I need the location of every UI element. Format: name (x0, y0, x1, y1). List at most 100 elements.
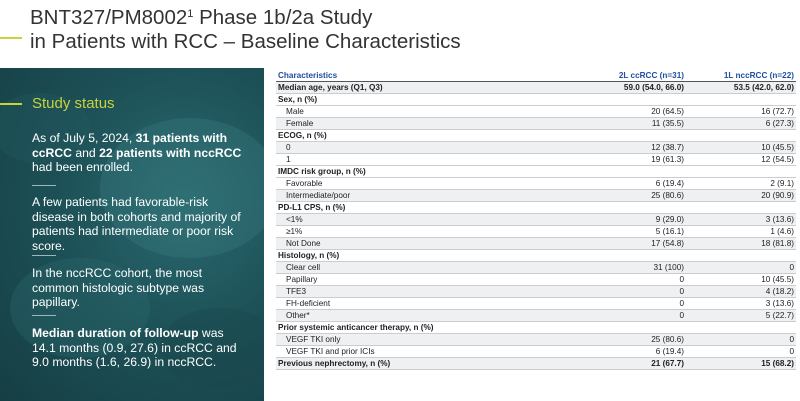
row-ccrcc-value: 6 (19.4) (655, 347, 684, 357)
row-nccrcc-value: 15 (68.2) (761, 359, 794, 369)
row-label: Prior systemic anticancer therapy, n (%) (278, 323, 434, 333)
row-nccrcc-value (686, 130, 796, 142)
row-label: ECOG, n (%) (278, 131, 327, 141)
table-row: Clear cell 31 (100) 0 (276, 261, 796, 274)
row-ccrcc-value: 17 (54.8) (651, 239, 684, 249)
row-ccrcc-value: 11 (35.5) (651, 119, 684, 129)
row-label: Previous nephrectomy, n (%) (278, 359, 391, 369)
row-nccrcc-value: 3 (13.6) (765, 215, 794, 225)
table-row: 0 12 (38.7) 10 (45.5) (276, 141, 796, 154)
row-label: <1% (286, 215, 303, 225)
row-nccrcc-value: 5 (22.7) (765, 311, 794, 321)
row-ccrcc-value (576, 322, 686, 334)
row-label: Male (286, 107, 304, 117)
row-nccrcc-value (686, 250, 796, 262)
table-row: PD-L1 CPS, n (%) (276, 202, 796, 214)
p1-text-c: and (71, 145, 100, 160)
p1-text-a: As of July 5, 2024, (32, 131, 136, 145)
row-ccrcc-value: 31 (100) (653, 263, 685, 273)
row-nccrcc-value: 20 (90.9) (761, 191, 794, 201)
row-label: Favorable (286, 179, 323, 189)
p1-ccrcc-count: 31 patients with ccRCC (32, 131, 228, 160)
table-row: ECOG, n (%) (276, 130, 796, 142)
row-label: 0 (286, 143, 291, 153)
p4-followup-label: Median duration of follow-up (32, 326, 199, 340)
row-ccrcc-value (576, 250, 686, 262)
table-row: Not Done 17 (54.8) 18 (81.8) (276, 237, 796, 250)
row-ccrcc-value: 25 (80.6) (651, 335, 684, 345)
table-row: Other* 0 5 (22.7) (276, 309, 796, 322)
table-row: TFE3 0 4 (18.2) (276, 285, 796, 298)
page-title: BNT327/PM80021 Phase 1b/2a Study in Pati… (30, 6, 500, 54)
title-line1-rest: Phase 1b/2a Study (193, 6, 373, 29)
row-ccrcc-value: 19 (61.3) (651, 155, 684, 165)
table-row: VEGF TKI only 25 (80.6) 0 (276, 333, 796, 346)
row-ccrcc-value: 12 (38.7) (651, 143, 684, 153)
separator (32, 185, 56, 186)
row-ccrcc-value: 0 (679, 311, 684, 321)
row-nccrcc-value: 3 (13.6) (765, 299, 794, 309)
row-ccrcc-value: 20 (64.5) (651, 107, 684, 117)
row-label: VEGF TKI only (286, 335, 341, 345)
row-ccrcc-value: 9 (29.0) (655, 215, 684, 225)
row-nccrcc-value (686, 166, 796, 178)
row-label: Not Done (286, 239, 321, 249)
p1-text-e: had been enrolled. (32, 160, 133, 175)
table-row: Median age, years (Q1, Q3) 59.0 (54.0, 66… (276, 81, 796, 94)
row-label: Papillary (286, 275, 318, 285)
row-nccrcc-value: 0 (789, 347, 794, 357)
row-label: TFE3 (286, 287, 307, 297)
row-ccrcc-value: 0 (679, 287, 684, 297)
separator (32, 255, 56, 256)
table-row: Histology, n (%) (276, 250, 796, 262)
row-label: Clear cell (286, 263, 321, 273)
row-nccrcc-value: 1 (4.6) (770, 227, 794, 237)
header-characteristics: Characteristics (276, 70, 576, 83)
row-label: Median age, years (Q1, Q3) (278, 83, 383, 93)
row-label: Sex, n (%) (278, 95, 318, 105)
enrollment-paragraph: As of July 5, 2024, 31 patients with ccR… (32, 131, 250, 175)
row-label: PD-L1 CPS, n (%) (278, 203, 346, 213)
row-ccrcc-value: 6 (19.4) (655, 179, 684, 189)
table-row: Favorable 6 (19.4) 2 (9.1) (276, 177, 796, 190)
row-label: VEGF TKI and prior ICIs (286, 347, 375, 357)
row-ccrcc-value: 0 (679, 299, 684, 309)
title-footnote-marker: 1 (187, 8, 194, 20)
histology-paragraph: In the nccRCC cohort, the most common hi… (32, 266, 205, 310)
row-ccrcc-value: 59.0 (54.0, 66.0) (623, 83, 684, 93)
row-label: ≥1% (286, 227, 303, 237)
row-nccrcc-value: 12 (54.5) (761, 155, 794, 165)
table-row: Prior systemic anticancer therapy, n (%) (276, 322, 796, 334)
row-nccrcc-value: 0 (789, 263, 794, 273)
row-nccrcc-value (686, 202, 796, 214)
title-line2: in Patients with RCC – Baseline Characte… (30, 30, 461, 53)
p1-nccrcc-count: 22 patients with nccRCC (99, 145, 242, 160)
p4-followup-text: was 14.1 months (0.9, 27.6) in ccRCC and… (32, 326, 237, 370)
header-nccrcc: 1L nccRCC (n=22) (686, 70, 796, 83)
row-nccrcc-value: 4 (18.2) (765, 287, 794, 297)
row-nccrcc-value (686, 322, 796, 334)
row-ccrcc-value: 25 (80.6) (651, 191, 684, 201)
title-accent-line (0, 37, 22, 39)
row-nccrcc-value: 10 (45.5) (761, 275, 794, 285)
row-nccrcc-value: 16 (72.7) (761, 107, 794, 117)
row-ccrcc-value: 21 (67.7) (651, 359, 684, 369)
table-row: Female 11 (35.5) 6 (27.3) (276, 117, 796, 130)
table-row: Sex, n (%) (276, 94, 796, 106)
row-label: Intermediate/poor (286, 191, 351, 201)
row-nccrcc-value: 6 (27.3) (765, 119, 794, 129)
row-label: FH-deficient (286, 299, 331, 309)
row-label: Histology, n (%) (278, 251, 340, 261)
table-row: IMDC risk group, n (%) (276, 166, 796, 178)
table-row: FH-deficient 0 3 (13.6) (276, 297, 796, 310)
table-row: Papillary 0 10 (45.5) (276, 273, 796, 286)
row-ccrcc-value: 0 (679, 275, 684, 285)
row-ccrcc-value (576, 130, 686, 142)
row-nccrcc-value: 18 (81.8) (761, 239, 794, 249)
risk-paragraph: A few patients had favorable-risk diseas… (32, 195, 241, 253)
title-line1-main: BNT327/PM8002 (30, 6, 188, 29)
row-nccrcc-value: 10 (45.5) (761, 143, 794, 153)
separator (32, 315, 56, 316)
row-label: Other* (286, 311, 310, 321)
row-label: 1 (286, 155, 291, 165)
